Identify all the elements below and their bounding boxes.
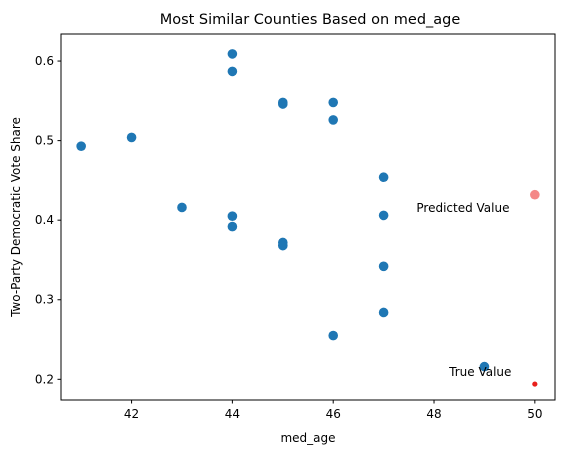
y-tick-label: 0.2 [35,372,54,386]
y-axis-label: Two-Party Democratic Vote Share [9,117,23,318]
data-point [378,261,389,272]
x-tick-label: 46 [326,407,341,421]
annotation-label: Predicted Value [416,201,509,215]
data-point [227,211,238,222]
y-axis-ticks: 0.2 0.3 0.4 0.5 0.6 [35,54,61,386]
y-tick-label: 0.3 [35,293,54,307]
data-point [227,66,238,77]
y-tick-label: 0.4 [35,213,54,227]
annotation-label: True Value [448,365,511,379]
y-tick-label: 0.6 [35,54,54,68]
x-tick-label: 50 [527,407,542,421]
data-point [378,307,389,318]
chart-title: Most Similar Counties Based on med_age [160,12,461,28]
data-point [378,210,389,221]
annotations: Predicted Value True Value [416,201,511,379]
x-tick-label: 44 [225,407,240,421]
data-points [76,49,540,387]
data-point [76,141,86,151]
x-tick-label: 42 [124,407,139,421]
data-point [277,240,288,251]
predicted-value-point [530,189,540,200]
data-point [227,49,238,59]
x-axis-ticks: 42 44 46 48 50 [124,400,542,421]
data-point [378,172,389,183]
data-point [328,97,339,108]
x-tick-label: 48 [426,407,441,421]
data-point [277,99,288,109]
data-point [328,115,339,125]
data-point [177,202,187,213]
data-point [227,221,238,232]
x-axis-label: med_age [280,431,335,445]
plot-area-frame [60,33,556,401]
data-point [328,330,339,341]
data-point [126,132,137,143]
data-point [479,361,490,372]
true-value-point [532,381,538,387]
y-tick-label: 0.5 [35,134,54,148]
